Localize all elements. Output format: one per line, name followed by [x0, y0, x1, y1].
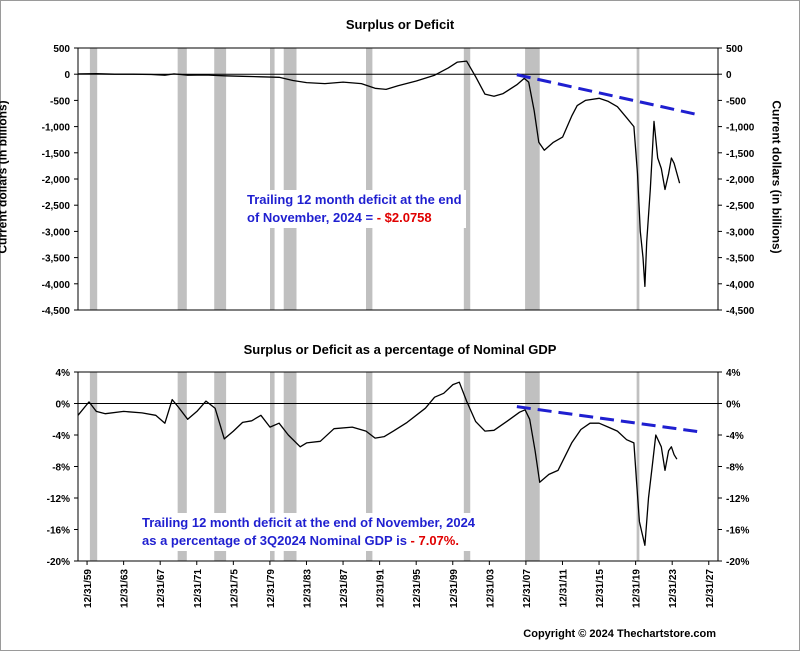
bottom-right-ytick-label: 4%: [726, 368, 741, 379]
bottom-right-ytick-label: -4%: [726, 431, 744, 442]
bottom-xtick-label: 12/31/99: [449, 569, 460, 608]
top-left-ytick-label: -2,500: [42, 201, 71, 212]
top-left-ytick-label: -2,000: [42, 175, 71, 186]
bottom-xtick-label: 12/31/75: [229, 569, 240, 608]
top-right-ytick-label: 500: [726, 44, 743, 55]
bottom-xtick-label: 12/31/91: [376, 569, 387, 608]
top-right-ytick-label: -4,000: [726, 280, 755, 291]
top-right-ytick-label: -3,000: [726, 227, 755, 238]
bottom-recession-band: [177, 372, 187, 561]
top-annotation: Trailing 12 month deficit at the end of …: [243, 190, 466, 228]
bottom-xtick-label: 12/31/03: [485, 569, 496, 608]
top-left-ytick-label: -3,000: [42, 227, 71, 238]
bottom-right-ytick-label: 0%: [726, 400, 741, 411]
bottom-recession-band: [636, 372, 640, 561]
bottom-xtick-label: 12/31/67: [156, 569, 167, 608]
bottom-xtick-label: 12/31/71: [193, 569, 204, 608]
top-trend-line: [516, 73, 701, 117]
top-right-ytick-label: -3,500: [726, 254, 755, 265]
bottom-recession-band: [214, 372, 227, 561]
bottom-recession-band: [463, 372, 471, 561]
top-right-ytick-label: -2,000: [726, 175, 755, 186]
copyright-text: Copyright © 2024 Thechartstore.com: [523, 628, 716, 640]
bottom-left-ytick-label: -16%: [47, 526, 70, 537]
bottom-annotation-prefix: as a percentage of 3Q2024 Nominal GDP is: [142, 533, 411, 548]
bottom-left-ytick-label: -20%: [47, 557, 70, 568]
top-left-ytick-label: -500: [50, 96, 70, 107]
bottom-annotation-line1: Trailing 12 month deficit at the end of …: [142, 515, 476, 530]
bottom-annotation-value: - 7.07%.: [410, 533, 459, 548]
top-right-ytick-label: -2,500: [726, 201, 755, 212]
top-annotation-line1: Trailing 12 month deficit at the end: [247, 192, 462, 207]
top-left-ytick-label: -4,500: [42, 306, 71, 317]
bottom-series-line: [77, 381, 678, 546]
top-chart-title: Surplus or Deficit: [345, 17, 455, 32]
top-right-ytick-label: -1,500: [726, 149, 755, 160]
bottom-left-ytick-label: -4%: [52, 431, 70, 442]
bottom-xtick-label: 12/31/83: [302, 569, 313, 608]
top-right-ytick-label: -1,000: [726, 123, 755, 134]
bottom-left-ytick-label: 4%: [56, 368, 71, 379]
top-plot-area: [77, 47, 719, 311]
bottom-xtick-label: 12/31/07: [522, 569, 533, 608]
bottom-annotation-line2: as a percentage of 3Q2024 Nominal GDP is…: [142, 532, 475, 550]
bottom-left-ytick-label: -12%: [47, 494, 70, 505]
top-left-ytick-label: 500: [53, 44, 70, 55]
bottom-recession-band: [270, 372, 275, 561]
bottom-left-ytick-label: -8%: [52, 463, 70, 474]
bottom-xtick-label: 12/31/27: [705, 569, 716, 608]
top-series-line: [77, 60, 681, 288]
top-recession-band: [270, 48, 275, 310]
bottom-chart-title: Surplus or Deficit as a percentage of No…: [243, 342, 557, 357]
top-recession-band: [89, 48, 98, 310]
bottom-xtick-label: 12/31/87: [339, 569, 350, 608]
bottom-recession-band: [525, 372, 540, 561]
top-left-ytick-label: -4,000: [42, 280, 71, 291]
top-annotation-value: - $2.0758: [376, 210, 432, 225]
bottom-right-ytick-label: -20%: [726, 557, 749, 568]
top-recession-band: [283, 48, 297, 310]
top-right-ytick-label: 0: [726, 70, 732, 81]
top-recession-band: [525, 48, 540, 310]
bottom-xtick-label: 12/31/95: [412, 569, 423, 608]
top-left-ytick-label: -3,500: [42, 254, 71, 265]
top-annotation-prefix: of November, 2024 =: [247, 210, 377, 225]
top-recession-band: [214, 48, 227, 310]
top-left-ytick-label: -1,000: [42, 123, 71, 134]
top-recession-band: [463, 48, 471, 310]
top-right-ytick-label: -4,500: [726, 306, 755, 317]
bottom-recession-band: [89, 372, 98, 561]
bottom-xtick-label: 12/31/23: [668, 569, 679, 608]
bottom-xtick-label: 12/31/63: [120, 569, 131, 608]
top-left-ytick-label: 0: [64, 70, 70, 81]
bottom-left-ytick-label: 0%: [56, 400, 71, 411]
top-right-ytick-label: -500: [726, 96, 746, 107]
bottom-xtick-label: 12/31/79: [266, 569, 277, 608]
bottom-recession-band: [366, 372, 373, 561]
bottom-annotation: Trailing 12 month deficit at the end of …: [138, 513, 480, 551]
bottom-trend-line: [516, 405, 700, 434]
bottom-right-ytick-label: -16%: [726, 526, 749, 537]
bottom-right-ytick-label: -8%: [726, 463, 744, 474]
bottom-xtick-label: 12/31/15: [595, 569, 606, 608]
bottom-xtick-label: 12/31/19: [632, 569, 643, 608]
bottom-xtick-label: 12/31/59: [83, 569, 94, 608]
top-recession-band: [366, 48, 373, 310]
top-left-ytick-label: -1,500: [42, 149, 71, 160]
top-recession-band: [177, 48, 187, 310]
bottom-right-ytick-label: -12%: [726, 494, 749, 505]
top-annotation-line2: of November, 2024 = - $2.0758: [247, 209, 462, 227]
bottom-xtick-label: 12/31/11: [558, 569, 569, 608]
